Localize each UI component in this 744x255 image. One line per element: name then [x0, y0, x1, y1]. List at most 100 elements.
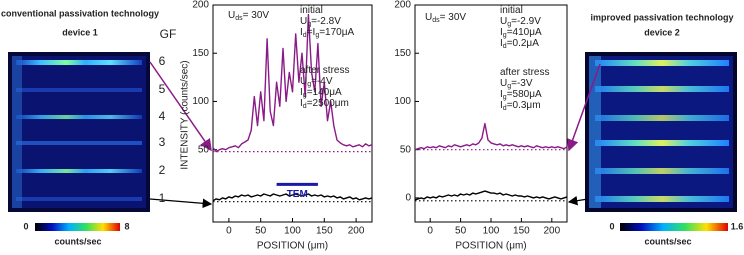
annotation: Id=2500μm — [300, 98, 349, 111]
gf-number: 4 — [159, 109, 166, 123]
panel-subtitle: device 1 — [62, 27, 98, 37]
arrow — [566, 63, 601, 152]
x-tick-label: 0 — [226, 226, 232, 237]
colorbar-max: 8 — [124, 221, 129, 231]
annotation: Ig=140μA — [300, 87, 342, 100]
x-tick-label: 200 — [348, 226, 365, 237]
annotation: Id=0.3μm — [500, 100, 541, 113]
annotation-subscript: g — [303, 92, 307, 99]
annotation-text: initial — [300, 5, 323, 16]
device-2-image — [585, 52, 737, 212]
tem-label: TEM — [287, 189, 308, 200]
annotation-subscript: g — [307, 81, 311, 88]
annotation-text: initial — [500, 5, 523, 16]
annotation-text: =I — [307, 27, 316, 38]
annotation: after stress — [300, 65, 349, 76]
annotation: Ig=410μA — [500, 27, 542, 40]
annotation-text: after stress — [300, 65, 349, 76]
annotation: Ug=-4V — [300, 76, 333, 89]
y-tick-label: 150 — [192, 48, 209, 59]
annotation-subscript: d — [303, 103, 307, 110]
annotation-text: U — [500, 16, 507, 27]
plot-frame — [414, 4, 568, 223]
annotation-subscript: d — [503, 43, 507, 50]
annotation-subscript: g — [507, 83, 511, 90]
panel-subtitle: device 2 — [644, 27, 680, 37]
y-tick-label: 150 — [394, 48, 411, 59]
annotation-subscript: d — [503, 105, 507, 112]
annotation: Uds= 30V — [228, 10, 269, 23]
x-tick-label: 150 — [316, 226, 333, 237]
annotation-subscript: g — [307, 21, 311, 28]
annotation: initial — [300, 5, 323, 16]
annotation-subscript: g — [315, 32, 319, 39]
colorbar-label: counts/sec — [644, 236, 691, 246]
annotation-text: =-4V — [311, 76, 333, 87]
annotation-text: I — [500, 100, 503, 111]
colorbar-min: 0 — [609, 221, 614, 231]
gf-number: 1 — [159, 191, 166, 205]
gf-number: 6 — [159, 54, 166, 68]
annotation-text: I — [500, 38, 503, 49]
y-tick-label: 0 — [405, 193, 411, 204]
annotation-subscript: g — [503, 32, 507, 39]
annotation-subscript: g — [507, 21, 511, 28]
annotation: initial — [500, 5, 523, 16]
x-tick-label: 100 — [284, 226, 301, 237]
annotation-text: I — [300, 98, 303, 109]
colorbar-min: 0 — [23, 221, 28, 231]
annotation-text: =580μA — [507, 89, 542, 100]
x-axis-label: POSITION (μm) — [455, 241, 526, 252]
annotation-text: = 30V — [243, 10, 270, 21]
annotation-text: U — [425, 12, 432, 23]
annotation-text: =410μA — [507, 27, 542, 38]
gf-number: 5 — [159, 82, 166, 96]
y-tick-label: 200 — [394, 0, 411, 11]
colorbar-max: 1.6 — [731, 221, 744, 231]
annotation-text: I — [500, 27, 503, 38]
annotation-text: U — [300, 16, 307, 27]
panel-title: conventional passivation technology — [1, 8, 159, 18]
annotation-text: U — [300, 76, 307, 87]
annotation-subscript: ds — [235, 15, 243, 22]
device-1-image — [8, 52, 150, 212]
annotation-text: =0.3μm — [507, 100, 541, 111]
x-axis-label: POSITION (μm) — [257, 241, 328, 252]
series-line — [414, 122, 568, 151]
y-tick-label: 50 — [198, 144, 210, 155]
x-tick-label: 50 — [255, 226, 267, 237]
annotation-subscript: ds — [432, 17, 440, 24]
y-tick-label: 200 — [192, 0, 209, 11]
y-axis-label: INTENSITY (counts/sec) — [180, 60, 191, 169]
x-tick-label: 0 — [427, 226, 433, 237]
annotation-text: U — [500, 78, 507, 89]
gf-number: 3 — [159, 135, 166, 149]
annotation-subscript: d — [303, 32, 307, 39]
annotation-text: U — [228, 10, 235, 21]
x-tick-label: 150 — [513, 226, 530, 237]
gf-number: 2 — [159, 163, 166, 177]
annotation-text: =-2.9V — [511, 16, 541, 27]
y-tick-label: 50 — [400, 144, 412, 155]
annotation: Ug=-2.8V — [300, 16, 341, 29]
annotation: Uds= 30V — [425, 12, 466, 25]
annotation-subscript: g — [503, 94, 507, 101]
x-tick-label: 100 — [483, 226, 500, 237]
y-tick-label: 100 — [394, 96, 411, 107]
annotation-text: =-3V — [511, 78, 533, 89]
annotation: Id=0.2μA — [500, 38, 539, 51]
arrow — [149, 61, 212, 152]
annotation-text: =140μA — [307, 87, 342, 98]
series-line — [212, 13, 373, 153]
y-tick-label: 100 — [192, 96, 209, 107]
series-line — [212, 193, 373, 202]
series-line — [414, 190, 568, 201]
annotation-text: =170μA — [319, 27, 354, 38]
x-tick-label: 50 — [455, 226, 467, 237]
annotation-text: I — [300, 27, 303, 38]
annotation-text: I — [300, 87, 303, 98]
annotation: Ug=-3V — [500, 78, 533, 91]
annotation-text: =0.2μA — [507, 38, 540, 49]
